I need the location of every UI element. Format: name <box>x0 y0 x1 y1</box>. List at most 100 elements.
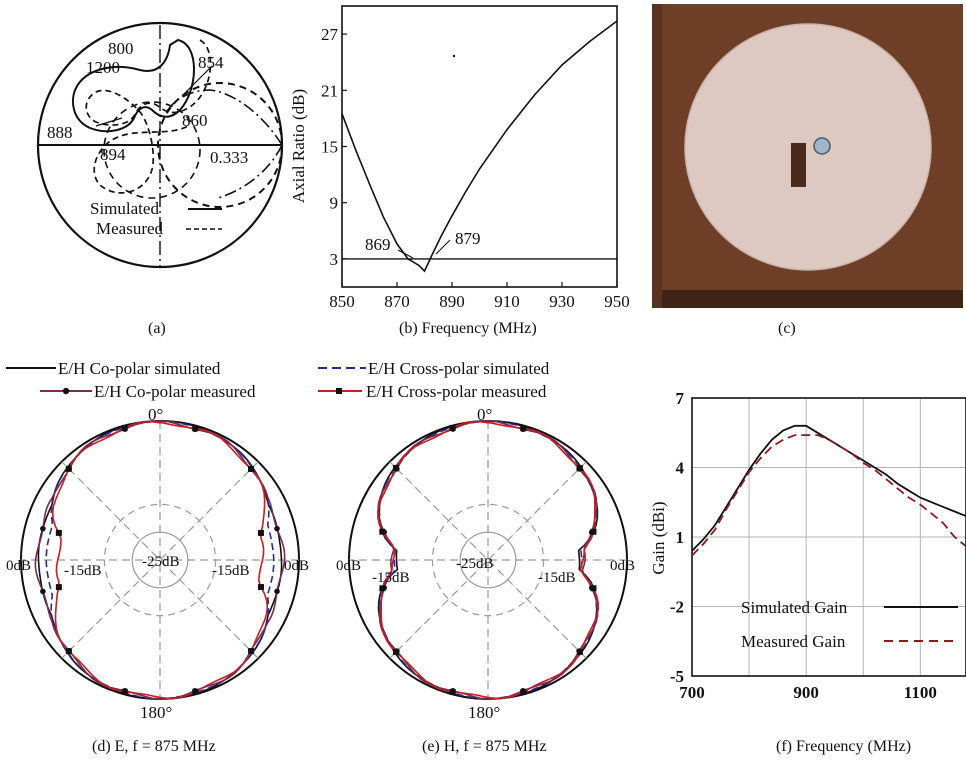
panel-b-axial-ratio-chart: 850 870 890 910 930 950 3 9 15 21 27 Axial Ratio (… <box>289 5 630 311</box>
gain-ytick-label: 7 <box>676 389 685 408</box>
caption-c: (c) <box>778 320 796 337</box>
polar-e-marker-square <box>590 528 597 535</box>
polar-e-marker-square <box>520 688 527 695</box>
gain-ytick-label: -5 <box>670 667 684 686</box>
arrow-854 <box>181 65 213 97</box>
legend-copolar-meas: E/H Co-polar measured <box>94 382 256 401</box>
panel-d-e-plane-pattern <box>20 420 300 700</box>
ar-xtick-label: 890 <box>439 292 465 311</box>
ar-ticks: 850 870 890 910 930 950 3 9 15 21 27 <box>321 25 630 311</box>
photo-circular-patch <box>684 23 932 271</box>
polar-e-left: 0dB <box>336 558 361 574</box>
polar-d-marker-square <box>257 584 264 591</box>
ar-ytick-label: 3 <box>330 250 339 269</box>
polar-e-marker-square <box>576 465 583 472</box>
gain-legend-measured: Measured Gain <box>741 632 846 651</box>
polar-d-bottom: 180° <box>140 703 172 722</box>
ar-stray-dot <box>452 54 456 58</box>
polar-d-marker-square <box>192 425 199 432</box>
polar-e-bottom: 180° <box>468 703 500 722</box>
polar-e-marker-square <box>576 648 583 655</box>
polar-e-pattern-curve <box>377 420 599 700</box>
polar-e-marker-square <box>392 649 399 656</box>
polar-e-pattern-curve <box>378 420 598 700</box>
polar-e-mid-left: -15dB <box>372 570 410 586</box>
polar-d-marker-circle <box>40 525 46 532</box>
ar-ytick-label: 21 <box>321 81 338 100</box>
legend-copolar-meas-marker <box>62 387 70 395</box>
polar-e-marker-square <box>520 425 527 432</box>
gain-simulated-curve <box>691 424 966 552</box>
polar-d-pattern-curve <box>34 420 286 700</box>
gain-plot-frame <box>691 397 966 677</box>
ar-ytick-label: 15 <box>321 138 338 157</box>
polar-e-pattern-curve <box>377 421 600 700</box>
gain-ytick-label: 1 <box>676 528 685 547</box>
simulated-impedance-locus <box>72 38 195 133</box>
polar-e-marker-square <box>379 585 386 592</box>
ar-annot-879: 879 <box>455 229 481 248</box>
legend-measured-label: Measured <box>96 219 164 238</box>
ar-ytick-label: 27 <box>321 25 339 44</box>
polar-legend: E/H Co-polar simulated E/H Cross-polar s… <box>6 359 550 401</box>
ar-ytick-label: 9 <box>330 194 339 213</box>
polar-e-marker-square <box>590 585 597 592</box>
polar-e-spoke <box>389 461 587 659</box>
polar-d-right: 0dB <box>284 558 309 574</box>
polar-d-spoke <box>61 461 259 659</box>
polar-d-marker-circle <box>274 588 280 595</box>
ar-arrow-879 <box>435 239 451 255</box>
panel-a-smith-chart: 800 1200 854 860 888 894 0.333 Simulated… <box>36 21 284 269</box>
ar-xtick-label: 950 <box>604 292 630 311</box>
smith-reactance-arc <box>164 89 283 146</box>
polar-e-marker-square <box>449 424 456 431</box>
polar-d-center: -25dB <box>142 554 180 570</box>
caption-f: (f) Frequency (MHz) <box>776 738 911 755</box>
polar-d-spoke <box>61 461 259 659</box>
gain-xtick-label: 900 <box>793 683 819 702</box>
polar-d-marker-square <box>257 529 264 536</box>
polar-e-marker-square <box>392 464 399 471</box>
gain-ylabel: Gain (dBi) <box>649 501 668 574</box>
ar-xtick-label: 850 <box>329 292 355 311</box>
polar-e-center: -25dB <box>456 556 494 572</box>
polar-d-marker-square <box>55 584 62 591</box>
polar-d-marker-square <box>192 688 199 695</box>
polar-d-marker-square <box>121 688 128 695</box>
polar-e-top: 0° <box>477 405 492 424</box>
gain-ytick-label: 4 <box>676 459 685 478</box>
caption-d: (d) E, f = 875 MHz <box>92 738 216 755</box>
gain-xtick-label: 700 <box>679 683 705 702</box>
caption-a: (a) <box>148 320 166 337</box>
caption-e: (e) H, f = 875 MHz <box>422 738 547 755</box>
photo-slot <box>791 143 806 187</box>
ar-arrow-869 <box>397 249 414 259</box>
polar-e-right: 0dB <box>610 558 635 574</box>
ar-ylabel: Axial Ratio (dB) <box>289 89 308 203</box>
smith-inner-dashed-circle <box>103 101 201 199</box>
polar-d-marker-square <box>65 648 72 655</box>
label-1200: 1200 <box>86 58 120 77</box>
label-894: 894 <box>100 145 126 164</box>
polar-d-marker-square <box>65 465 72 472</box>
ar-xtick-label: 870 <box>384 292 410 311</box>
gain-ytick-label: -2 <box>670 598 684 617</box>
ar-annot-869: 869 <box>365 235 391 254</box>
photo-feed-connector <box>813 137 831 155</box>
polar-d-marker-circle <box>274 525 280 532</box>
panel-c-prototype-photo <box>652 4 963 308</box>
gain-measured-curve <box>691 434 966 557</box>
caption-b: (b) Frequency (MHz) <box>399 320 537 337</box>
polar-d-marker-circle <box>40 588 46 595</box>
polar-e-marker-square <box>449 688 456 695</box>
photo-board-shadow <box>652 290 963 308</box>
polar-d-top: 0° <box>148 405 163 424</box>
gain-ticks: 700 900 1100 -5 -2 1 4 7 <box>670 389 937 702</box>
gain-legend-simulated: Simulated Gain <box>741 598 848 617</box>
label-860: 860 <box>182 111 208 130</box>
ar-curve <box>341 20 618 273</box>
polar-d-marker-square <box>248 465 255 472</box>
legend-crosspolar-sim: E/H Cross-polar simulated <box>368 359 550 378</box>
label-888: 888 <box>47 123 73 142</box>
